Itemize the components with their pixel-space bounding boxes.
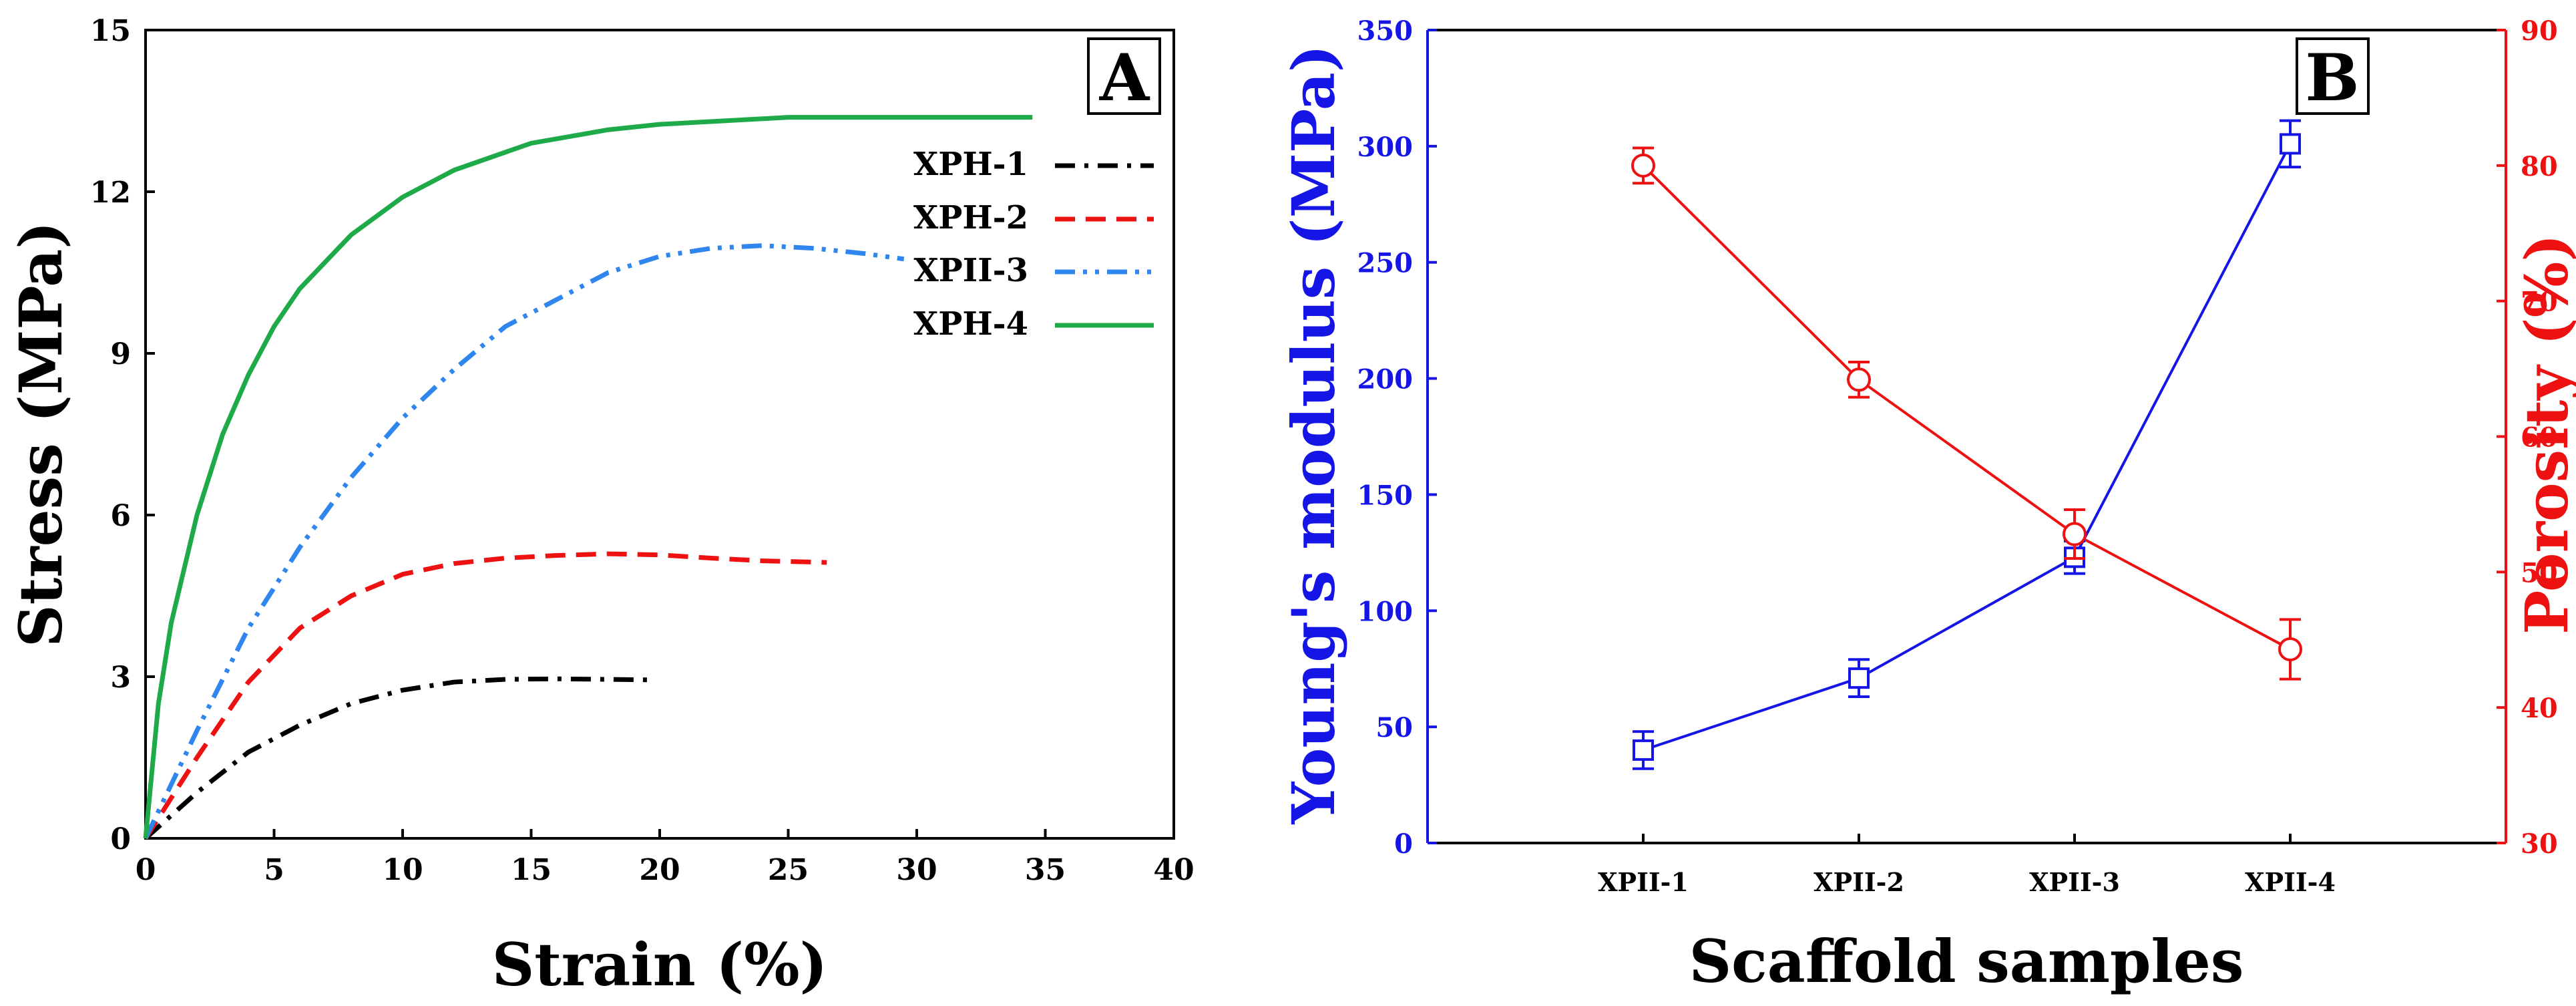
panel-a-label-box <box>1087 37 1161 115</box>
panel-b-category-label: XPII-1 <box>1598 867 1689 897</box>
panel-a-y-tick-label: 6 <box>110 499 131 533</box>
panel-b-category-label: XPII-3 <box>2029 867 2120 897</box>
panel-a-x-tick-label: 15 <box>511 853 552 887</box>
panel-b-right-tick-label: 90 <box>2521 15 2558 47</box>
legend-label-xph-2: XPH-2 <box>913 199 1028 236</box>
legend-label-xpii-3: XPII-3 <box>913 252 1028 289</box>
modulus-point <box>2280 133 2301 155</box>
panel-a-y-tick-label: 0 <box>110 822 131 856</box>
panel-a-y-axis-label: Stress (MPa) <box>6 221 75 647</box>
panel-b-right-tick-label: 70 <box>2521 287 2558 318</box>
panel-b-category-label: XPII-4 <box>2245 867 2336 897</box>
panel-a-y-tick-label: 15 <box>90 14 131 48</box>
panel-a-x-tick-label: 0 <box>136 853 156 887</box>
panel-b-left-tick-label: 150 <box>1357 480 1414 511</box>
series-line-modulus <box>1643 143 2292 751</box>
porosity-point <box>1631 153 1655 178</box>
modulus-point <box>1633 739 1654 761</box>
panel-a-x-tick-label: 5 <box>264 853 284 887</box>
series-line-porosity <box>1642 164 2291 651</box>
panel-b-left-tick-label: 0 <box>1394 828 1413 860</box>
panel-a-x-tick-label: 40 <box>1153 853 1194 887</box>
panel-a-x-tick-label: 20 <box>639 853 680 887</box>
porosity-point <box>2278 637 2302 661</box>
panel-b-x-axis-label: Scaffold samples <box>1689 927 2244 996</box>
panel-b-label: B <box>2305 40 2359 116</box>
panel-b-right-tick-label: 80 <box>2521 151 2558 182</box>
panel-b-left-tick-label: 50 <box>1375 712 1413 743</box>
panel-b-category-label: XPII-2 <box>1813 867 1904 897</box>
panel-b-left-tick-label: 250 <box>1357 248 1414 279</box>
panel-a-x-tick-label: 25 <box>768 853 809 887</box>
panel-b-left-tick-label: 100 <box>1357 596 1414 627</box>
panel-a-y-tick-label: 3 <box>110 661 131 695</box>
panel-b-left-tick-label: 350 <box>1357 15 1414 47</box>
panel-b-right-y-axis-label: Porosity (%) <box>2512 234 2576 635</box>
stress-strain-chart: 0 5 10 15 20 25 30 35 40 0 3 6 9 12 15 XPH-1 XPH-2 XPI… <box>6 14 1195 999</box>
legend-label-xph-1: XPH-1 <box>913 146 1028 183</box>
porosity-point <box>2063 522 2087 546</box>
modulus-porosity-chart: 0 50 100 150 200 250 300 350 30 40 50 60 70 80 90 XPII-… <box>1279 15 2576 996</box>
panel-a-x-tick-label: 10 <box>382 853 423 887</box>
panel-b-left-y-axis-label: Young's modulus (MPa) <box>1279 45 1348 825</box>
panel-a-y-tick-label: 12 <box>90 176 131 210</box>
legend-label-xph-4: XPH-4 <box>913 305 1028 343</box>
panel-a-y-tick-label: 9 <box>110 337 131 371</box>
modulus-point <box>1848 667 1870 689</box>
series-line-xph-4 <box>143 115 1033 839</box>
panel-b-right-tick-label: 50 <box>2521 557 2558 589</box>
panel-a-legend: XPH-1 XPH-2 XPII-3 XPH-4 <box>913 146 1154 343</box>
panel-b-right-tick-label: 60 <box>2521 422 2558 454</box>
panel-a-x-tick-label: 35 <box>1025 853 1066 887</box>
series-line-xph-2 <box>144 551 827 840</box>
panel-b-label-box <box>2296 37 2370 115</box>
panel-a-x-axis-label: Strain (%) <box>492 930 828 999</box>
panel-a-x-tick-label: 30 <box>896 853 937 887</box>
panel-a-label: A <box>1099 40 1150 116</box>
panel-b-right-tick-label: 30 <box>2521 828 2558 860</box>
panel-b-left-tick-label: 200 <box>1357 364 1414 395</box>
panel-b-left-tick-label: 300 <box>1357 132 1414 163</box>
panel-b-right-tick-label: 40 <box>2521 693 2558 724</box>
porosity-point <box>1847 367 1871 392</box>
series-line-xph-1 <box>144 676 655 840</box>
